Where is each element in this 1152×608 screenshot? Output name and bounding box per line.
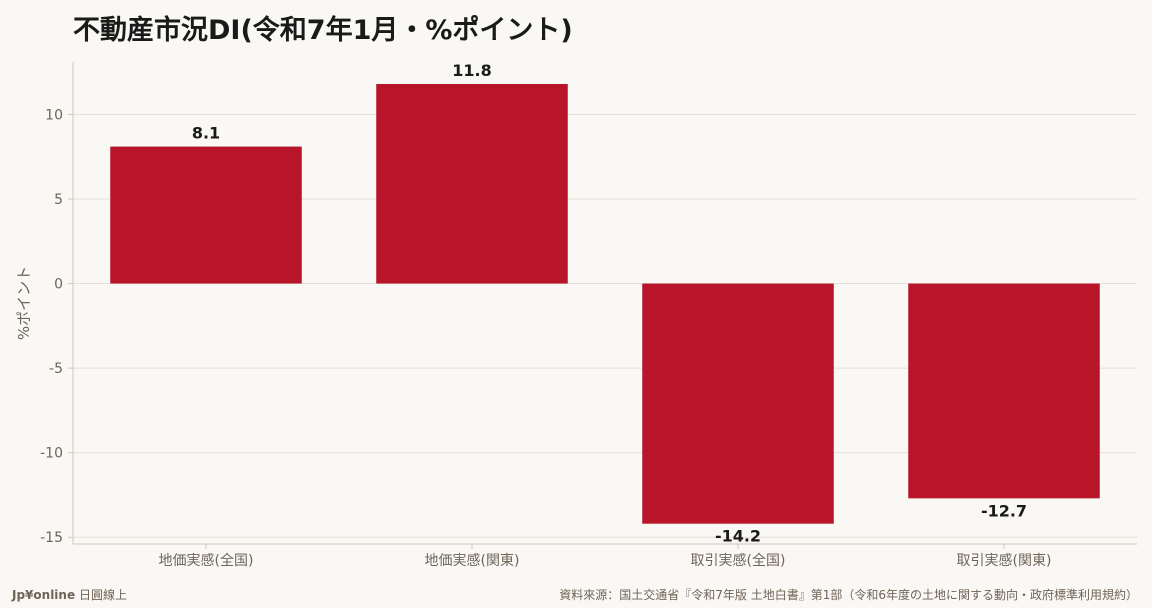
y-tick-label: -10 — [40, 446, 63, 462]
x-category-label: 地価実感(関東) — [425, 552, 520, 569]
bar-value-label: -12.7 — [981, 501, 1027, 520]
y-tick-label: -5 — [49, 361, 63, 377]
bar-value-label: 8.1 — [192, 124, 220, 143]
bar — [376, 83, 568, 284]
y-axis-label: %ポイント — [15, 266, 33, 340]
x-category-label: 地価実感(全国) — [159, 552, 254, 569]
x-category-label: 取引実感(全国) — [691, 552, 786, 569]
source-note: 資料來源：国土交通省『令和7年版 土地白書』第1部（令和6年度の土地に関する動向… — [559, 588, 1138, 602]
bar — [642, 283, 834, 524]
x-category-label: 取引実感(関東) — [957, 552, 1052, 569]
bar — [908, 283, 1100, 499]
bars — [110, 83, 1100, 524]
bar-value-label: -14.2 — [715, 527, 761, 546]
y-tick-label: 5 — [54, 192, 63, 208]
bar-value-label: 11.8 — [452, 61, 491, 80]
footer-brand: Jp¥online 日圓線上 — [12, 586, 127, 603]
brand-name: Jp¥online — [12, 588, 76, 602]
bar — [110, 146, 302, 284]
chart-title: 不動産市況DI(令和7年1月・%ポイント) — [73, 15, 573, 46]
y-tick-label: 10 — [45, 107, 63, 123]
labels: 8.1 11.8 -14.2 -12.7 — [192, 61, 1027, 546]
brand-subtitle: 日圓線上 — [78, 588, 127, 602]
y-tick-label: 0 — [54, 277, 63, 293]
y-tick-label: -15 — [40, 530, 63, 546]
